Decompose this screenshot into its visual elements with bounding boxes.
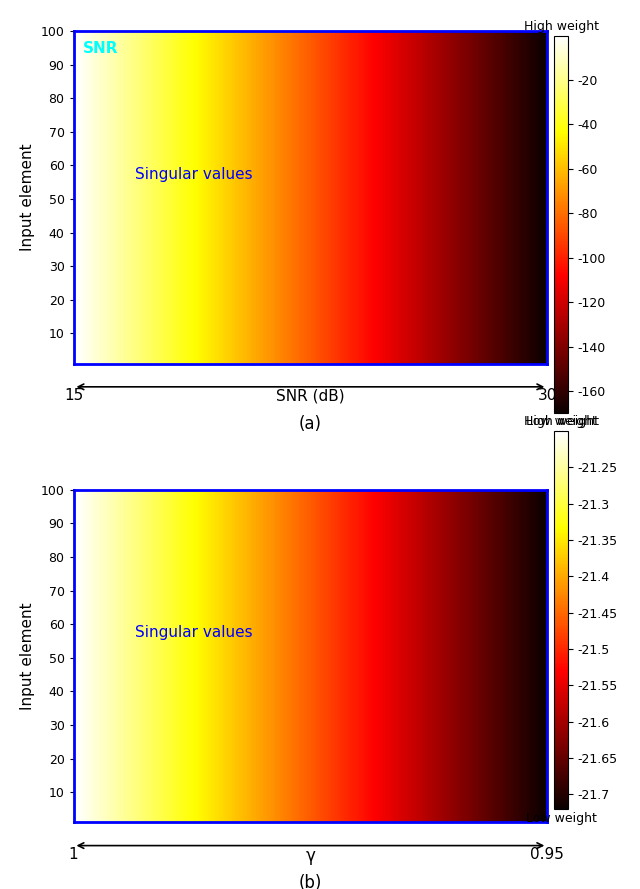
Text: 1: 1 — [68, 847, 79, 862]
Text: SNR: SNR — [83, 41, 118, 56]
Y-axis label: Input element: Input element — [20, 143, 35, 252]
Text: 0.95: 0.95 — [531, 847, 564, 862]
Text: Low weight: Low weight — [526, 415, 596, 428]
Text: (b): (b) — [299, 874, 322, 889]
Text: γ: γ — [305, 847, 316, 865]
Text: 15: 15 — [64, 388, 83, 404]
Text: Singular values: Singular values — [135, 625, 253, 640]
Text: SNR (dB): SNR (dB) — [276, 388, 345, 404]
Text: High weight: High weight — [524, 415, 599, 428]
Text: (a): (a) — [299, 415, 322, 433]
Text: 30: 30 — [538, 388, 557, 404]
Text: Singular values: Singular values — [135, 166, 253, 181]
Text: Low weight: Low weight — [526, 812, 596, 825]
Text: High weight: High weight — [524, 20, 599, 33]
Y-axis label: Input element: Input element — [20, 602, 35, 710]
